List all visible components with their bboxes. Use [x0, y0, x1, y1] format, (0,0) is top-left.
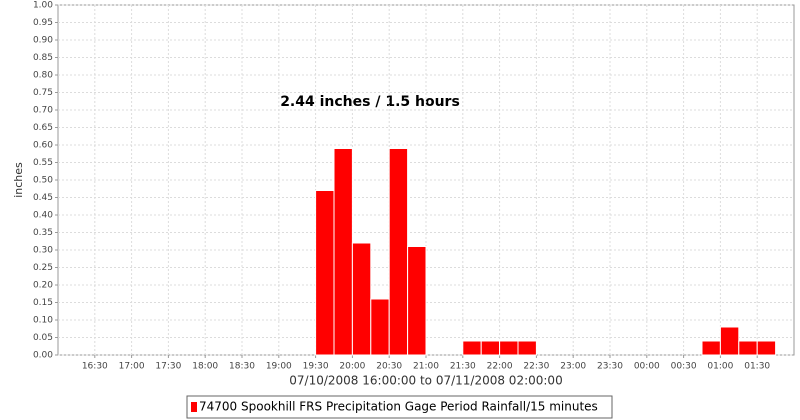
bar — [315, 190, 335, 356]
x-tick-label: 18:30 — [229, 362, 255, 372]
x-tick-label: 17:00 — [119, 362, 145, 372]
y-tick-label: 0.20 — [33, 281, 53, 291]
x-tick-label: 17:30 — [155, 362, 181, 372]
y-tick-label: 0.60 — [33, 141, 53, 151]
bar — [719, 326, 740, 356]
y-tick-label: 0.10 — [33, 316, 53, 326]
x-tick-label: 19:30 — [303, 362, 329, 372]
bar — [499, 340, 519, 356]
y-tick-label: 0.25 — [33, 263, 53, 273]
y-tick-label: 0.45 — [33, 193, 53, 203]
y-tick-label: 0.90 — [33, 36, 53, 46]
x-tick-label: 00:00 — [634, 362, 660, 372]
x-tick-label: 00:30 — [671, 362, 697, 372]
y-tick-label: 0.00 — [33, 351, 53, 361]
x-tick-label: 19:00 — [266, 362, 292, 372]
x-tick-label: 21:30 — [450, 362, 476, 372]
x-tick-label: 22:00 — [487, 362, 513, 372]
x-axis-title: 07/10/2008 16:00:00 to 07/11/2008 02:00:… — [289, 374, 562, 388]
y-tick-label: 0.30 — [33, 246, 53, 256]
bar — [370, 298, 390, 356]
y-tick-label: 0.70 — [33, 106, 53, 116]
x-tick-label: 23:00 — [560, 362, 586, 372]
bar — [388, 148, 409, 356]
annotation: 2.44 inches / 1.5 hours — [280, 94, 460, 110]
x-tick-label: 22:30 — [523, 362, 549, 372]
y-tick-label: 0.35 — [33, 228, 53, 238]
y-tick-label: 0.80 — [33, 71, 53, 81]
y-tick-label: 1.00 — [33, 1, 53, 11]
y-tick-label: 0.15 — [33, 298, 53, 308]
y-tick-label: 0.05 — [33, 333, 53, 343]
bar — [517, 340, 537, 356]
bar — [701, 340, 721, 356]
y-tick-label: 0.75 — [33, 88, 53, 98]
x-tick-label: 18:00 — [192, 362, 218, 372]
y-tick-label: 0.55 — [33, 158, 53, 168]
x-tick-label: 23:30 — [597, 362, 623, 372]
y-tick-label: 0.65 — [33, 123, 53, 133]
bar — [407, 246, 427, 356]
y-tick-label: 0.40 — [33, 211, 53, 221]
x-tick-label: 21:00 — [413, 362, 439, 372]
legend-box — [186, 395, 613, 419]
legend-label: 74700 Spookhill FRS Precipitation Gage P… — [199, 400, 598, 414]
y-tick-label: 0.50 — [33, 176, 53, 186]
x-tick-label: 01:30 — [744, 362, 770, 372]
x-tick-label: 01:00 — [707, 362, 733, 372]
x-tick-label: 16:30 — [82, 362, 108, 372]
y-axis-title: inches — [12, 162, 25, 198]
bar — [738, 340, 758, 356]
x-tick-label: 20:00 — [339, 362, 365, 372]
x-tick-label: 20:30 — [376, 362, 402, 372]
bar — [480, 340, 501, 356]
legend-swatch — [191, 402, 197, 412]
bar — [756, 340, 777, 356]
y-tick-label: 0.95 — [33, 18, 53, 28]
y-tick-label: 0.85 — [33, 53, 53, 63]
bar — [462, 340, 482, 356]
bar — [351, 242, 372, 356]
bar — [333, 148, 353, 356]
